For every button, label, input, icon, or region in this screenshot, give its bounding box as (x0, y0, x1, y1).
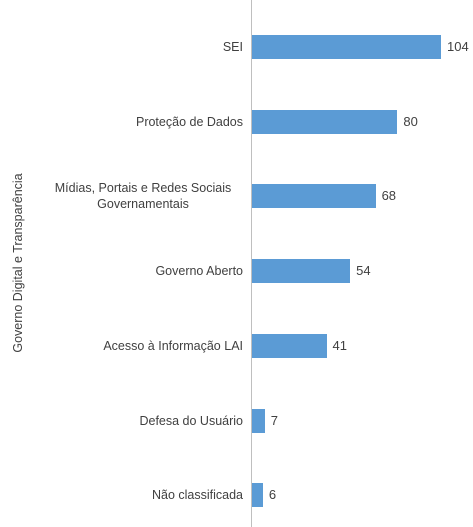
axis-label: Governo Digital e Transparência (11, 173, 25, 353)
category-label-box: Mídias, Portais e Redes Sociais Governam… (43, 176, 243, 216)
category-label: Acesso à Informação LAI (103, 338, 243, 353)
bar (252, 109, 398, 134)
category-label-box: Proteção de Dados (43, 102, 243, 142)
bar (252, 35, 441, 59)
category-label-box: Defesa do Usuário (43, 401, 243, 441)
value-label: 80 (403, 113, 418, 129)
category-label-box: Acesso à Informação LAI (43, 326, 243, 366)
category-label-box: Governo Aberto (43, 251, 243, 291)
value-label: 41 (332, 337, 347, 353)
value-label: 104 (447, 39, 469, 54)
bar (252, 184, 376, 209)
category-label: SEI (222, 40, 243, 54)
bar (252, 408, 265, 433)
bar (252, 259, 351, 284)
value-label: 6 (268, 487, 277, 503)
category-label-box: Não classificada (43, 475, 243, 515)
category-label: Proteção de Dados (135, 114, 243, 129)
value-label: 68 (381, 188, 397, 204)
category-axis (251, 0, 252, 527)
category-label: Governo Aberto (155, 264, 243, 279)
category-label: Não classificada (151, 488, 243, 503)
category-label-box: SEI (43, 27, 243, 67)
category-label: Defesa do Usuário (139, 413, 243, 428)
value-label: 7 (270, 412, 278, 428)
bar (252, 333, 327, 358)
value-label: 54 (356, 263, 371, 279)
bar (252, 483, 263, 508)
category-label: Mídias, Portais e Redes Sociais Governam… (54, 181, 232, 212)
